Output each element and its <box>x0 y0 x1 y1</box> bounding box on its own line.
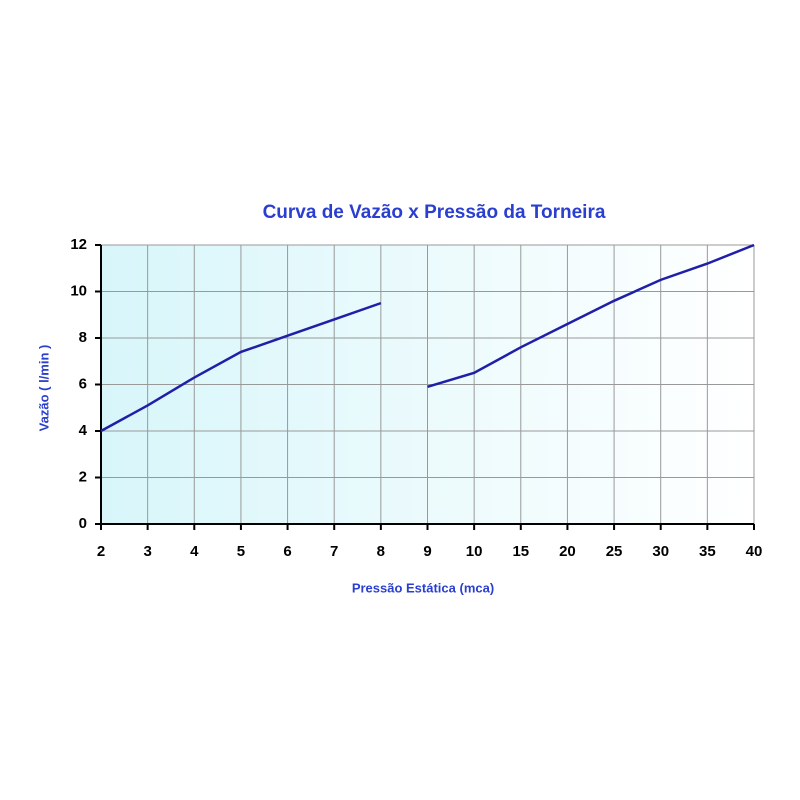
x-tick-label: 10 <box>466 543 483 560</box>
x-tick-label: 4 <box>190 543 199 560</box>
y-tick-label: 8 <box>79 329 87 346</box>
x-tick-label: 15 <box>512 543 529 560</box>
y-tick-label: 12 <box>70 236 87 253</box>
x-tick-label: 2 <box>97 543 105 560</box>
y-tick-label: 10 <box>70 282 87 299</box>
x-tick-label: 7 <box>330 543 338 560</box>
x-axis-label: Pressão Estática (mca) <box>352 580 494 595</box>
y-tick-label: 2 <box>79 468 87 485</box>
x-tick-label: 3 <box>143 543 151 560</box>
x-tick-label: 6 <box>283 543 291 560</box>
x-tick-label: 8 <box>377 543 385 560</box>
x-tick-label: 40 <box>746 543 763 560</box>
x-tick-label: 9 <box>423 543 431 560</box>
data-line <box>427 243 755 389</box>
chart-title: Curva de Vazão x Pressão da Torneira <box>263 202 606 223</box>
x-tick-label: 20 <box>559 543 576 560</box>
x-tick-label: 25 <box>606 543 623 560</box>
y-tick-label: 6 <box>79 375 87 392</box>
y-tick-label: 4 <box>79 422 88 439</box>
x-tick-label: 30 <box>652 543 669 560</box>
x-tick-label: 35 <box>699 543 716 560</box>
y-tick-label: 0 <box>79 515 87 532</box>
x-tick-label: 5 <box>237 543 245 560</box>
data-line <box>100 301 382 433</box>
y-axis-label: Vazão ( l/min ) <box>36 345 51 432</box>
